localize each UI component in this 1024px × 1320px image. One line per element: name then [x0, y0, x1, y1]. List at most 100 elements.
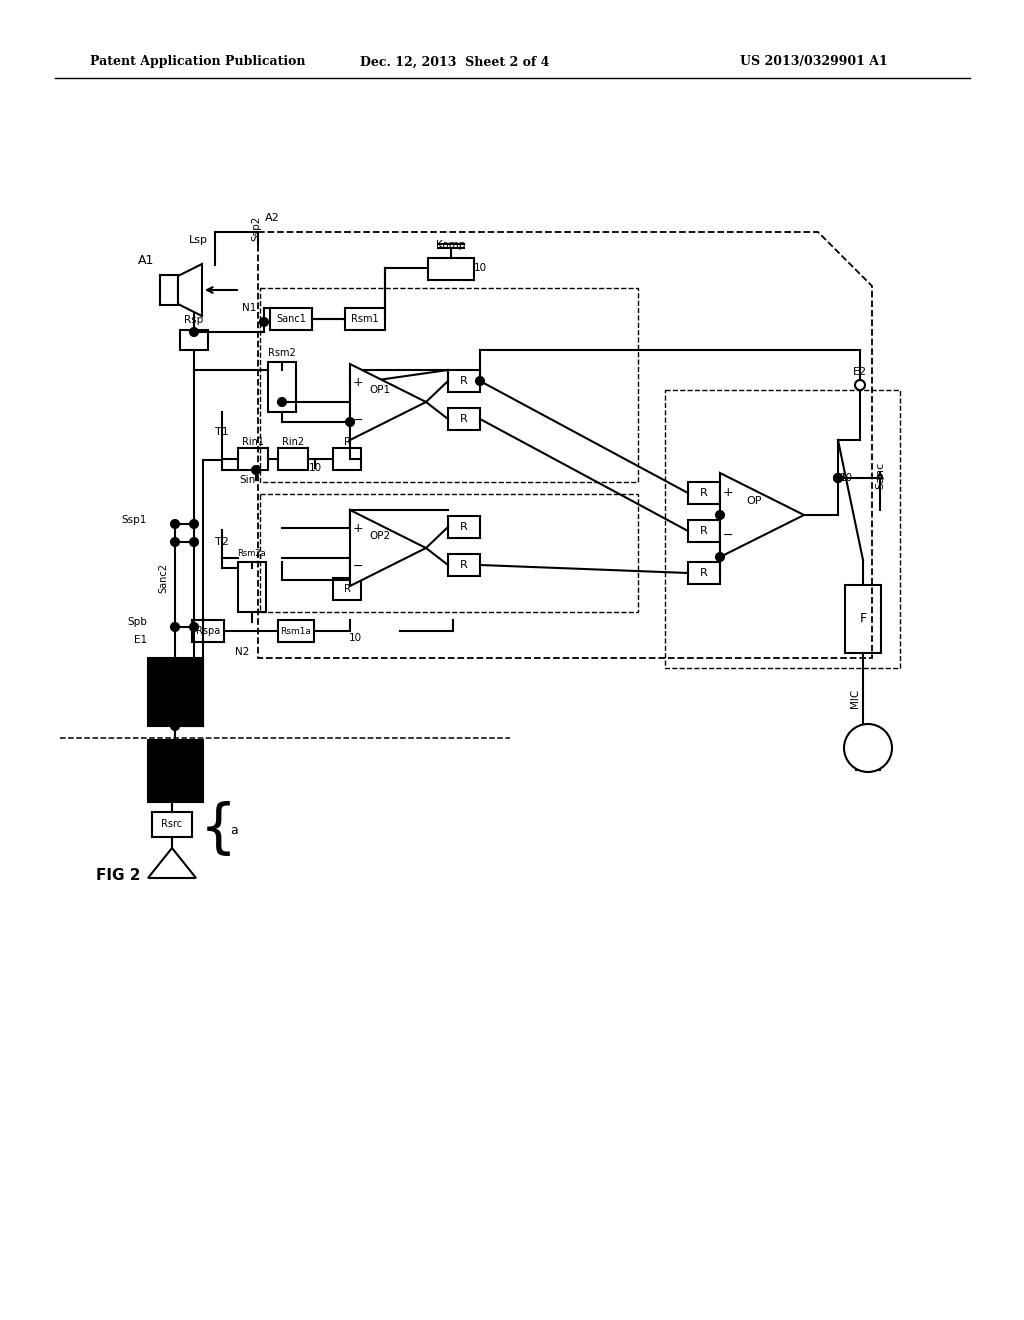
Bar: [856, 752, 880, 770]
Text: Dec. 12, 2013  Sheet 2 of 4: Dec. 12, 2013 Sheet 2 of 4: [360, 55, 549, 69]
Text: Rsp: Rsp: [184, 315, 204, 325]
Text: Patent Application Publication: Patent Application Publication: [90, 55, 305, 69]
Circle shape: [171, 520, 179, 528]
Text: OP2: OP2: [370, 531, 390, 541]
Text: Sanc: Sanc: [874, 462, 885, 488]
Polygon shape: [178, 264, 202, 315]
Circle shape: [190, 539, 198, 546]
Text: R: R: [344, 583, 350, 594]
Bar: [148, 741, 203, 803]
Text: Komp: Komp: [436, 240, 466, 249]
Text: R: R: [460, 376, 468, 385]
Text: Lsp: Lsp: [188, 235, 208, 246]
Text: +: +: [723, 487, 733, 499]
Text: US 2013/0329901 A1: US 2013/0329901 A1: [740, 55, 888, 69]
Bar: [238, 447, 268, 470]
Bar: [160, 275, 178, 305]
Text: E1: E1: [134, 635, 147, 645]
Circle shape: [278, 399, 286, 407]
Bar: [449, 554, 480, 576]
Text: 10: 10: [348, 634, 361, 643]
Text: −: −: [352, 560, 364, 573]
Circle shape: [171, 539, 179, 546]
Bar: [449, 408, 480, 430]
Polygon shape: [350, 510, 426, 586]
Text: OP1: OP1: [370, 385, 390, 395]
Text: R: R: [700, 525, 708, 536]
Bar: [278, 620, 314, 642]
Text: 10: 10: [840, 473, 853, 483]
Text: F: F: [859, 612, 866, 626]
Circle shape: [171, 623, 179, 631]
Polygon shape: [148, 847, 196, 878]
Text: 10: 10: [308, 463, 322, 473]
Bar: [345, 308, 385, 330]
Bar: [268, 362, 296, 412]
Bar: [238, 562, 266, 612]
Circle shape: [346, 418, 354, 426]
Polygon shape: [720, 473, 804, 557]
Text: Rsm2a: Rsm2a: [238, 549, 266, 558]
Text: +: +: [352, 521, 364, 535]
Text: Sanc2: Sanc2: [158, 564, 168, 593]
Circle shape: [171, 722, 179, 730]
Bar: [449, 370, 480, 392]
Circle shape: [716, 511, 724, 519]
Bar: [148, 657, 203, 726]
Text: Rsrc: Rsrc: [162, 818, 182, 829]
Text: +: +: [352, 375, 364, 388]
Circle shape: [190, 327, 198, 337]
Circle shape: [855, 380, 865, 389]
Text: Rsm1a: Rsm1a: [281, 627, 311, 635]
Text: MIC: MIC: [850, 688, 860, 708]
Circle shape: [260, 318, 268, 326]
Text: Rin1: Rin1: [242, 437, 264, 447]
Bar: [193, 620, 224, 642]
Text: −: −: [352, 413, 364, 426]
Bar: [270, 308, 312, 330]
Text: Ssp1: Ssp1: [122, 515, 147, 525]
Bar: [333, 578, 361, 601]
Circle shape: [190, 623, 198, 631]
Text: T1: T1: [215, 426, 229, 437]
Text: A2: A2: [264, 213, 280, 223]
Text: R: R: [700, 488, 708, 498]
Text: 10: 10: [473, 263, 486, 273]
Bar: [449, 516, 480, 539]
Text: FIG 2: FIG 2: [96, 867, 140, 883]
Text: Rin2: Rin2: [282, 437, 304, 447]
Circle shape: [716, 553, 724, 561]
Circle shape: [190, 520, 198, 528]
Bar: [333, 447, 361, 470]
Text: −: −: [723, 528, 733, 541]
Circle shape: [844, 723, 892, 772]
Bar: [688, 520, 720, 543]
Bar: [152, 812, 193, 837]
Text: N1: N1: [242, 304, 256, 313]
Bar: [688, 482, 720, 504]
Circle shape: [252, 466, 260, 474]
Circle shape: [834, 474, 842, 482]
Bar: [180, 330, 208, 350]
Text: T2: T2: [215, 537, 229, 546]
Circle shape: [834, 474, 842, 482]
Text: R: R: [344, 437, 350, 447]
Text: R: R: [460, 560, 468, 570]
Text: N2: N2: [234, 647, 249, 657]
Text: R: R: [700, 568, 708, 578]
Circle shape: [476, 378, 484, 385]
Text: OP: OP: [746, 496, 762, 506]
Text: Rsm1: Rsm1: [351, 314, 379, 323]
Text: A1: A1: [138, 253, 155, 267]
Text: {: {: [200, 801, 237, 858]
Text: Sin: Sin: [240, 475, 256, 484]
Polygon shape: [350, 364, 426, 440]
Text: R: R: [460, 414, 468, 424]
Bar: [688, 562, 720, 583]
Bar: [428, 257, 474, 280]
Text: Rsm2: Rsm2: [268, 348, 296, 358]
Text: E2: E2: [853, 367, 867, 378]
Text: S: S: [171, 669, 179, 682]
Text: Sanc1: Sanc1: [276, 314, 306, 323]
Text: Ssp2: Ssp2: [251, 215, 261, 240]
